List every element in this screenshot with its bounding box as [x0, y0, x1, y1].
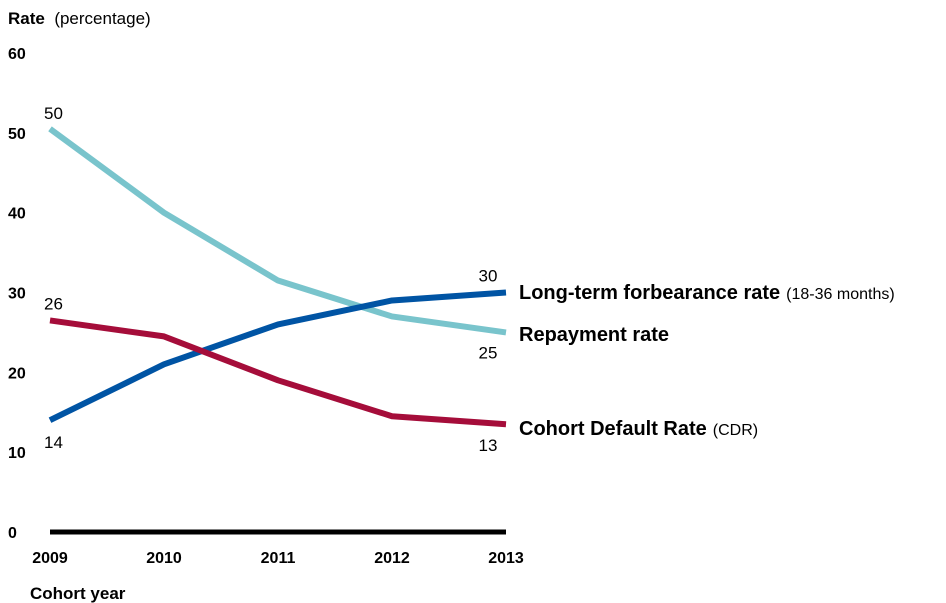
y-tick-label: 0: [8, 525, 17, 542]
x-tick-label: 2013: [488, 550, 524, 567]
y-tick-label: 50: [8, 126, 26, 143]
y-tick-label: 10: [8, 445, 26, 462]
series-label-forbearance: Long-term forbearance rate (18-36 months): [519, 282, 895, 304]
data-label-end-repayment: 25: [479, 343, 498, 362]
x-tick-label: 2012: [374, 550, 410, 567]
data-label-start-forbearance: 14: [44, 433, 63, 452]
x-axis-title: Cohort year: [30, 584, 126, 603]
series-group: 50 25 Repayment rate 14 30 Long-term forbeara…: [44, 104, 895, 455]
x-axis-ticks: 2009 2010 2011 2012 2013: [32, 550, 524, 567]
series-note-cdr: (CDR): [713, 422, 758, 439]
x-tick-label: 2010: [146, 550, 182, 567]
data-label-start-repayment: 50: [44, 104, 63, 123]
y-axis-ticks: 0 10 20 30 40 50 60: [8, 46, 26, 542]
y-axis-unit: (percentage): [54, 9, 150, 28]
series-line-repayment: [48, 126, 507, 336]
x-tick-label: 2011: [261, 550, 296, 567]
series-name-repayment: Repayment rate: [519, 324, 669, 346]
y-tick-label: 40: [8, 206, 26, 223]
y-axis-title: Rate (percentage): [8, 9, 151, 28]
series-label-repayment: Repayment rate: [519, 324, 669, 346]
series-label-cdr: Cohort Default Rate (CDR): [519, 418, 758, 440]
y-tick-label: 60: [8, 46, 26, 63]
y-tick-label: 20: [8, 365, 26, 382]
data-label-end-cdr: 13: [479, 436, 498, 455]
data-label-end-forbearance: 30: [479, 267, 498, 286]
data-label-start-cdr: 26: [44, 294, 63, 313]
series-line-cdr: [49, 317, 507, 428]
y-axis-label: Rate: [8, 9, 45, 28]
y-tick-label: 30: [8, 286, 26, 303]
x-tick-label: 2009: [32, 550, 68, 567]
series-name-cdr: Cohort Default Rate: [519, 418, 707, 440]
series-line-forbearance: [48, 289, 507, 423]
series-note-forbearance: (18-36 months): [786, 286, 895, 303]
series-name-forbearance: Long-term forbearance rate: [519, 282, 780, 304]
